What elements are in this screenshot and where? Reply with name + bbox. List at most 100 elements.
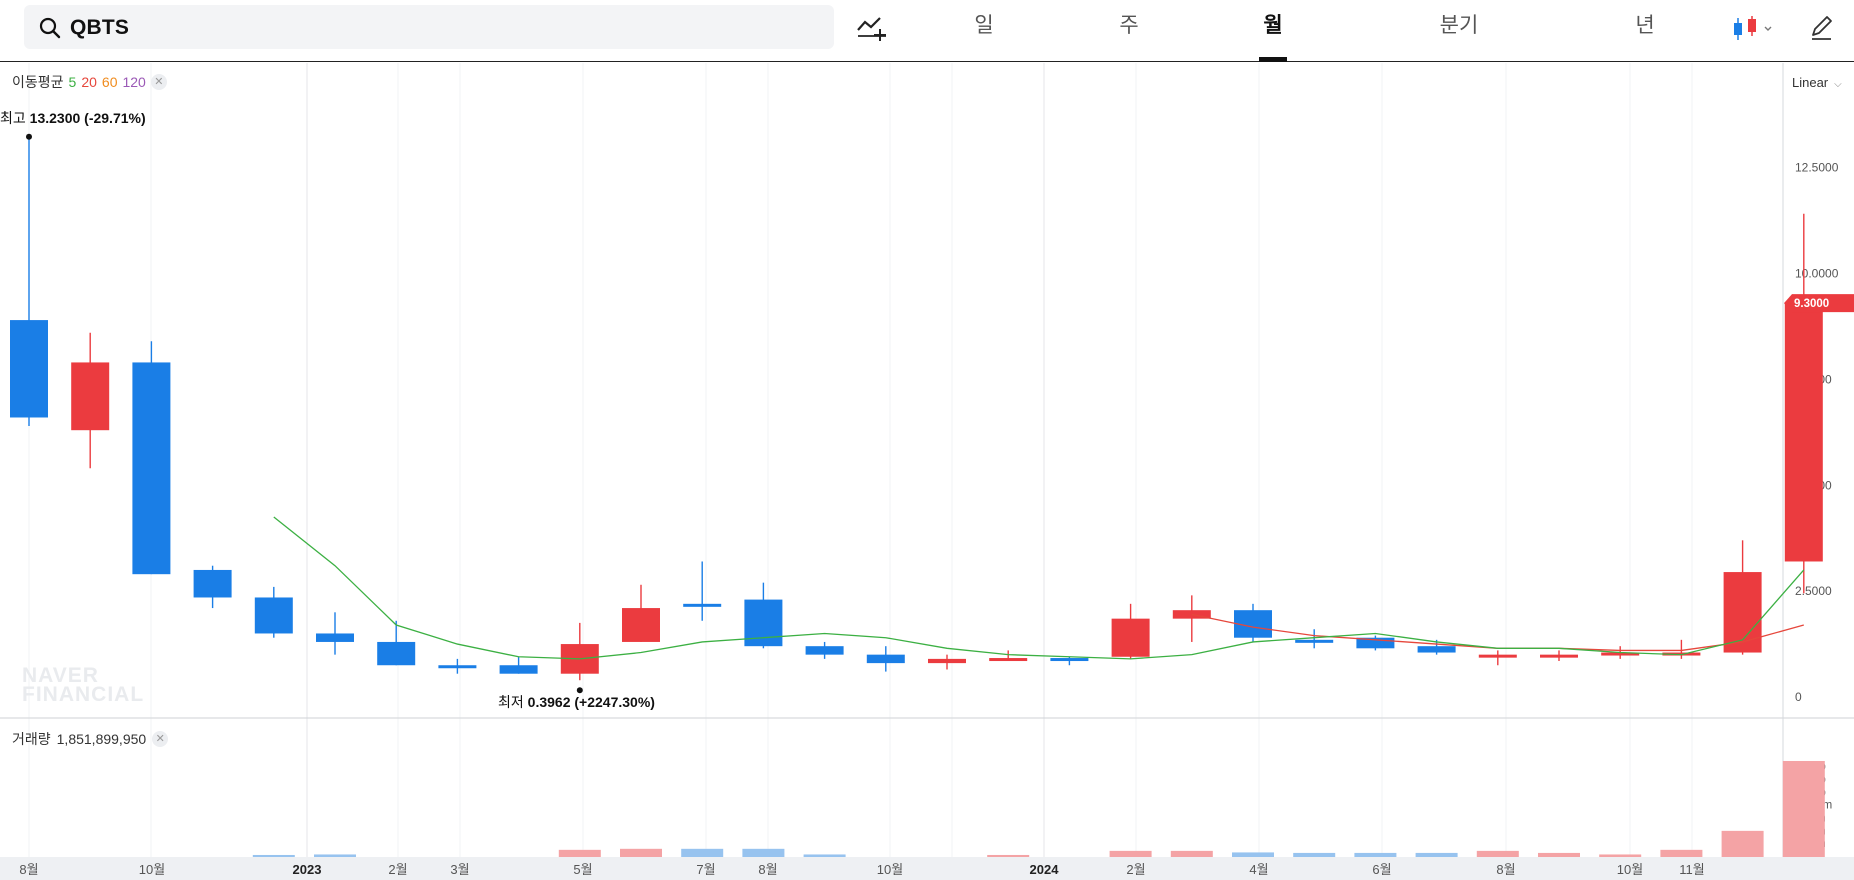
- low-marker-label: 최저 0.3962 (+2247.30%): [498, 694, 655, 710]
- x-tick-label: 10월: [1617, 862, 1643, 877]
- tab-quarter[interactable]: 분기: [1439, 14, 1479, 37]
- ma-legend-20: 20: [81, 74, 97, 90]
- candle-body: [866, 654, 905, 664]
- y-tick-label: 0: [1795, 690, 1802, 704]
- tab-day[interactable]: 일: [974, 14, 994, 37]
- price-chart[interactable]: 12.500010.00007.50005.00002.500001.75b1.…: [0, 63, 1854, 880]
- candle-body: [10, 320, 48, 418]
- volume-bar: [681, 848, 724, 857]
- ma5-line: [273, 516, 1805, 660]
- volume-bar: [558, 849, 601, 857]
- volume-bar: [742, 848, 785, 857]
- pencil-icon[interactable]: [1806, 12, 1836, 44]
- candle-body: [71, 362, 110, 431]
- candle-body: [499, 665, 538, 674]
- volume-bar: [1538, 852, 1580, 857]
- current-price-label: 9.3000: [1794, 298, 1829, 310]
- candle-body: [1050, 658, 1089, 662]
- candle-body: [132, 362, 171, 575]
- candle-body: [1784, 303, 1823, 562]
- volume-legend: 거래량 1,851,899,950 ✕: [12, 729, 169, 749]
- low-marker-dot: [576, 687, 583, 694]
- x-tick-label: 5월: [573, 862, 592, 877]
- ma-legend-title: 이동평균: [12, 74, 64, 90]
- ma20-line: [1191, 613, 1804, 652]
- ma-legend-5: 5: [68, 74, 77, 90]
- x-tick-label: 2023: [293, 862, 322, 877]
- x-tick-label: 7월: [696, 862, 715, 877]
- y-tick-label: 10.0000: [1795, 267, 1839, 281]
- search-icon[interactable]: [38, 16, 62, 40]
- candle-body: [1356, 637, 1395, 649]
- volume-legend-close-icon[interactable]: ✕: [152, 731, 169, 747]
- candle-body: [805, 646, 844, 655]
- volume-bar: [252, 854, 295, 857]
- y-tick-label: 2.5000: [1795, 584, 1832, 598]
- volume-legend-title: 거래량: [12, 731, 51, 747]
- candle-body: [928, 658, 966, 664]
- high-marker-label: 최고 13.2300 (-29.71%): [0, 110, 146, 126]
- scale-selector[interactable]: Linear ⌵: [1792, 75, 1842, 90]
- candle-body: [193, 569, 232, 598]
- current-price-tag: [1784, 294, 1854, 313]
- ma-legend-120: 120: [122, 74, 146, 90]
- volume-legend-value: 1,851,899,950: [56, 731, 147, 747]
- volume-bar: [1782, 760, 1825, 857]
- search-bar[interactable]: QBTS: [24, 5, 834, 49]
- candle-body: [438, 665, 477, 669]
- x-tick-label: 4월: [1249, 862, 1268, 877]
- x-tick-label: 11월: [1679, 862, 1704, 877]
- candlestick-icon[interactable]: [1730, 12, 1782, 44]
- volume-bar: [1599, 854, 1642, 857]
- ma-legend-60: 60: [101, 74, 118, 90]
- x-tick-label: 6월: [1372, 862, 1391, 877]
- chevron-down-icon: ⌵: [1834, 79, 1842, 90]
- search-input[interactable]: QBTS: [70, 16, 130, 39]
- volume-bar: [803, 854, 846, 857]
- tab-year[interactable]: 년: [1635, 14, 1655, 37]
- candle-body: [377, 641, 416, 666]
- volume-bar: [1660, 849, 1703, 857]
- naver-financial-watermark: NAVER FINANCIAL: [22, 664, 145, 706]
- time-axis-band: [0, 857, 1854, 880]
- volume-bar: [1293, 852, 1336, 857]
- volume-bar: [1476, 850, 1519, 857]
- candle-body: [1111, 618, 1150, 657]
- x-tick-label: 2024: [1030, 862, 1060, 877]
- x-tick-label: 2월: [1126, 862, 1145, 877]
- x-tick-label: 8월: [758, 862, 777, 877]
- moving-average-legend: 이동평균 5 20 60 120 ✕: [12, 72, 167, 92]
- candle-body: [683, 603, 722, 607]
- tab-week[interactable]: 주: [1119, 14, 1139, 37]
- volume-bar: [1721, 830, 1764, 857]
- volume-bar: [620, 848, 662, 857]
- tab-month[interactable]: 월: [1233, 0, 1313, 62]
- candle-body: [316, 633, 354, 642]
- candle-body: [254, 597, 293, 634]
- x-tick-label: 8월: [1496, 862, 1515, 877]
- add-indicator-icon[interactable]: [856, 12, 890, 44]
- volume-bar: [1415, 852, 1458, 857]
- scale-selector-label: Linear: [1792, 75, 1829, 90]
- candle-body: [989, 658, 1028, 662]
- candle-body: [1601, 652, 1640, 656]
- candle-body: [1540, 654, 1578, 658]
- x-tick-label: 10월: [877, 862, 903, 877]
- y-tick-label: 12.5000: [1795, 161, 1839, 175]
- candle-body: [1478, 654, 1517, 658]
- volume-bar: [987, 854, 1030, 857]
- x-tick-label: 8월: [19, 862, 38, 877]
- volume-bar: [1109, 850, 1152, 857]
- candle-body: [622, 608, 660, 642]
- high-marker-dot: [26, 133, 32, 140]
- x-tick-label: 2월: [388, 862, 407, 877]
- candle-body: [1295, 639, 1334, 643]
- volume-bar: [1354, 852, 1397, 857]
- x-tick-label: 3월: [450, 862, 469, 877]
- volume-bar: [314, 854, 356, 857]
- ma-legend-close-icon[interactable]: ✕: [150, 74, 167, 90]
- candle-body: [1417, 646, 1456, 653]
- top-toolbar: QBTS 일 주 월 분기 년: [0, 0, 1854, 62]
- volume-bar: [1232, 852, 1274, 857]
- x-tick-label: 10월: [139, 862, 165, 877]
